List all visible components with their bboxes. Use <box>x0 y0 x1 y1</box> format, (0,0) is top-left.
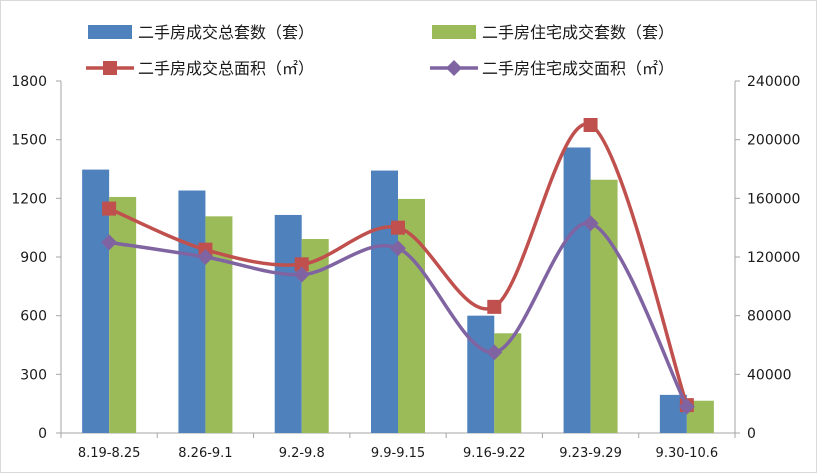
right-tick-label: 0 <box>747 426 756 442</box>
left-tick-label: 1800 <box>11 74 47 90</box>
bar-total-units <box>467 315 495 433</box>
legend-swatch <box>432 25 476 39</box>
legend-entry: 二手房住宅成交套数（套） <box>432 23 674 42</box>
legend-label: 二手房成交总面积（㎡） <box>138 59 314 78</box>
x-tick-label: 9.2-9.8 <box>279 446 325 461</box>
legend-swatch-marker <box>446 60 462 76</box>
x-tick-label: 8.19-8.25 <box>78 446 141 461</box>
x-tick-label: 8.26-9.1 <box>178 446 232 461</box>
point-residential-area <box>390 240 406 257</box>
bar-residential-units <box>398 198 425 433</box>
point-total-area <box>487 299 502 314</box>
right-tick-label: 120000 <box>747 250 800 266</box>
point-total-area <box>391 220 405 235</box>
line-total-area <box>108 122 689 406</box>
left-tick-label: 300 <box>20 367 47 383</box>
point-residential-area <box>678 398 695 415</box>
legend-swatch <box>88 25 132 39</box>
point-residential-area <box>293 266 310 283</box>
x-tick-label: 9.30-10.6 <box>656 446 719 461</box>
legend-label: 二手房成交总套数（套） <box>138 23 314 42</box>
legend: 二手房成交总套数（套） 二手房住宅成交套数（套） 二手房成交总面积（㎡） 二手房住宅成… <box>86 23 674 78</box>
bar-residential-units <box>494 333 522 433</box>
left-tick-label: 600 <box>20 309 47 325</box>
right-tick-label: 240000 <box>747 74 800 90</box>
legend-entry: 二手房住宅成交面积（㎡） <box>430 59 674 78</box>
x-tick-label: 9.23-9.29 <box>559 446 622 461</box>
right-tick-label: 200000 <box>747 133 800 149</box>
point-residential-area <box>101 234 118 251</box>
bar-total-units <box>178 190 206 433</box>
bar-residential-units <box>109 196 137 433</box>
point-residential-area <box>582 215 599 232</box>
legend-entry: 二手房成交总面积（㎡） <box>86 59 314 78</box>
plot-area: 0 300 600 900 1200 1500 1800 0 40000 80000 120000 1… <box>11 74 800 461</box>
point-total-area <box>294 257 309 272</box>
legend-label: 二手房住宅成交面积（㎡） <box>482 59 674 78</box>
x-tick-label: 9.9-9.15 <box>371 446 425 461</box>
right-tick-label: 160000 <box>747 191 800 207</box>
bar-total-units <box>563 147 591 433</box>
legend-entry: 二手房成交总套数（套） <box>88 23 314 42</box>
legend-label: 二手房住宅成交套数（套） <box>482 23 674 42</box>
bar-total-units <box>274 214 302 433</box>
legend-swatch-marker <box>103 61 117 75</box>
right-tick-label: 80000 <box>747 309 792 325</box>
right-tick-label: 40000 <box>747 367 792 383</box>
bar-total-units <box>371 170 398 433</box>
left-tick-label: 1200 <box>11 191 47 207</box>
left-tick-label: 900 <box>20 250 47 266</box>
point-total-area <box>583 118 598 132</box>
line-residential-area <box>108 221 689 408</box>
bar-residential-units <box>590 179 618 433</box>
left-tick-label: 0 <box>38 426 47 442</box>
left-tick-label: 1500 <box>11 133 47 149</box>
point-residential-area <box>197 249 214 265</box>
point-residential-area <box>486 344 503 361</box>
x-tick-label: 9.16-9.22 <box>463 446 526 461</box>
point-total-area <box>102 201 117 216</box>
